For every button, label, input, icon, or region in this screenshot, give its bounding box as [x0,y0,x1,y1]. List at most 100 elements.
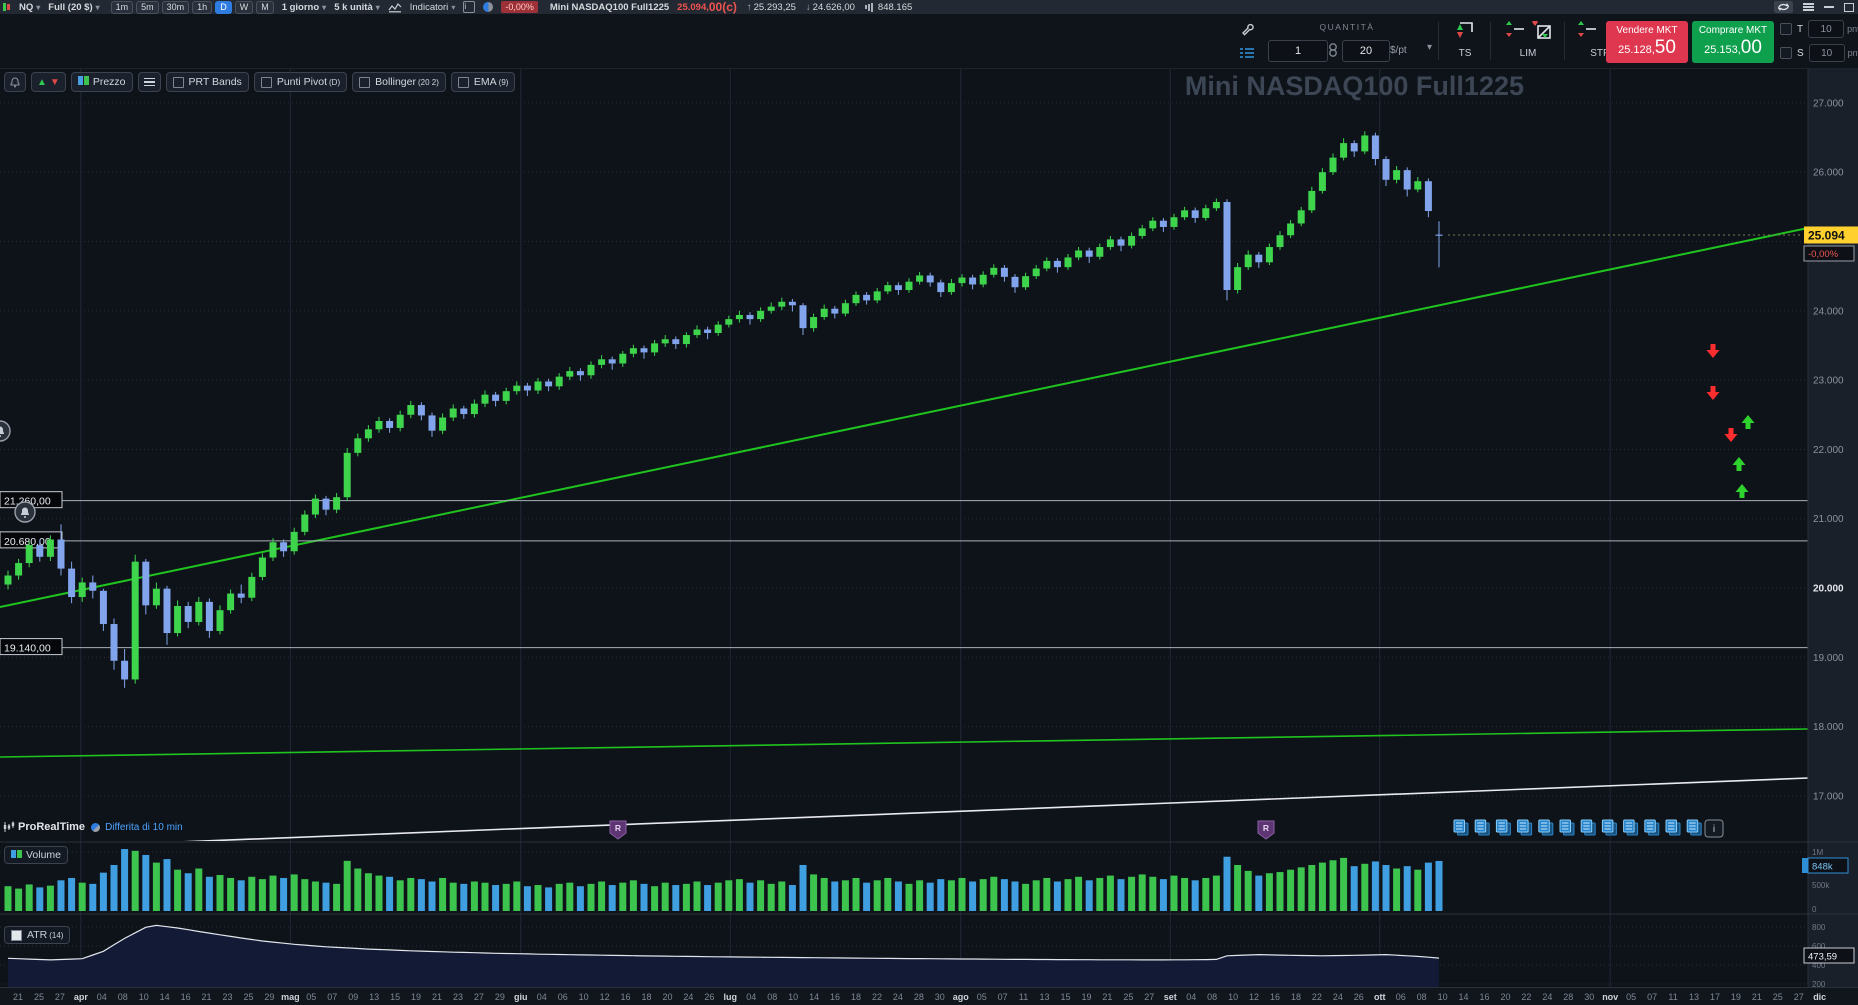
tf-5m[interactable]: 5m [136,0,159,14]
svg-text:29: 29 [495,992,505,1002]
day-high: 25.293,25 [753,1,796,13]
svg-text:12: 12 [1249,992,1259,1002]
units-selector[interactable]: 5 k unità ▾ [334,1,380,13]
svg-text:ott: ott [1374,992,1386,1002]
svg-text:28: 28 [1563,992,1573,1002]
arrow-down-icon[interactable]: ▼ [49,76,60,88]
pivot-points-toggle[interactable]: Punti Pivot (D) [253,72,348,92]
info-icon[interactable]: i [463,1,476,13]
prt-bands-toggle[interactable]: PRT Bands [165,72,249,92]
svg-text:18: 18 [851,992,861,1002]
order-panel: QUANTITÀ $/pt ▾ TS LIM [0,14,1858,69]
svg-text:05: 05 [977,992,987,1002]
svg-text:23: 23 [453,992,463,1002]
minimize-icon[interactable] [1824,6,1834,8]
order-list-icon[interactable] [1240,46,1254,100]
svg-text:i: i [1713,824,1715,835]
alarm-bell-button[interactable] [4,72,26,92]
quantity-input[interactable] [1268,40,1328,62]
svg-text:15: 15 [390,992,400,1002]
chart-settings-icon[interactable] [388,2,402,13]
atr-pane-button[interactable]: ATR (14) [4,926,71,944]
svg-text:18.000: 18.000 [1813,722,1844,733]
ema-toggle[interactable]: EMA (9) [450,72,516,92]
svg-text:set: set [1164,992,1177,1002]
svg-text:24: 24 [893,992,903,1002]
svg-text:14: 14 [160,992,170,1002]
market-globe-icon[interactable] [483,2,494,12]
svg-text:07: 07 [1647,992,1657,1002]
bollinger-checkbox[interactable] [359,76,371,88]
tf-1m[interactable]: 1m [110,0,134,14]
proreal-attribution: ProRealTime Differita di 10 min [3,821,183,833]
svg-text:25: 25 [243,992,253,1002]
per-point-input[interactable] [1342,40,1390,62]
svg-text:27: 27 [474,992,484,1002]
pivot-checkbox[interactable] [260,76,272,88]
svg-text:500k: 500k [1812,881,1830,890]
order-settings-icon[interactable] [1240,22,1254,76]
svg-text:11: 11 [1019,992,1028,1002]
svg-text:mag: mag [281,992,300,1002]
svg-text:-0,00%: -0,00% [1808,249,1839,260]
price-up-down-buttons[interactable]: ▲ ▼ [31,72,66,92]
brand-name[interactable]: ProRealTime [18,821,86,833]
target-checkbox[interactable] [1780,23,1792,35]
sync-icon[interactable] [1774,1,1793,13]
symbol-selector[interactable]: NQ ▾ [19,1,41,13]
svg-text:04: 04 [746,992,756,1002]
stop-points-input[interactable] [1808,44,1845,62]
target-label: T [1797,23,1804,35]
svg-text:10: 10 [788,992,798,1002]
tf-1h[interactable]: 1h [192,0,213,14]
svg-text:07: 07 [998,992,1008,1002]
period-selector[interactable]: 1 giorno ▾ [281,1,327,13]
target-unit: pnt/ctr [1847,24,1858,34]
lim-mode[interactable]: LIM [1500,20,1556,59]
buy-market-button[interactable]: Comprare MKT 25.153,00 [1692,21,1774,63]
indicators-menu[interactable]: Indicatori ▾ [409,1,456,13]
chart-watermark: Mini NASDAQ100 Full1225 [1184,71,1524,101]
svg-text:20.680,00: 20.680,00 [4,536,51,548]
account-selector[interactable]: Full (20 $) ▾ [48,1,100,13]
chevron-down-icon: ▾ [375,2,380,12]
svg-text:25: 25 [34,992,44,1002]
stop-unit: pnt/ctr [1847,48,1858,58]
svg-text:09: 09 [348,992,358,1002]
daily-change-badge: -0,00% [501,1,538,13]
svg-text:11: 11 [1668,992,1677,1002]
ts-icon [1457,22,1473,38]
stop-checkbox[interactable] [1780,47,1792,59]
menu-icon[interactable] [1803,2,1814,13]
app-icon [3,3,11,11]
target-points-input[interactable] [1808,20,1845,38]
tf-30m[interactable]: 30m [161,0,190,14]
svg-text:22: 22 [1312,992,1322,1002]
atr-checkbox[interactable] [11,929,22,941]
svg-text:21: 21 [1752,992,1762,1002]
svg-text:10: 10 [139,992,149,1002]
prt-bands-checkbox[interactable] [172,76,184,88]
arrow-up-icon[interactable]: ▲ [37,76,47,88]
ema-checkbox[interactable] [457,76,469,88]
svg-text:08: 08 [118,992,128,1002]
svg-text:10: 10 [1228,992,1238,1002]
volume-pane-button[interactable]: Volume [4,846,69,864]
object-list-button[interactable] [137,72,161,92]
svg-text:30: 30 [1584,992,1594,1002]
order-expand-chevron[interactable]: ▾ [1427,42,1433,53]
svg-text:13: 13 [1040,992,1050,1002]
svg-text:473,59: 473,59 [1808,952,1837,963]
sell-market-button[interactable]: Vendere MKT 25.128,50 [1606,21,1688,63]
restore-icon[interactable] [1844,2,1854,12]
ts-mode[interactable]: TS [1448,20,1482,59]
price-style-button[interactable]: Prezzo [70,72,133,92]
tf-daily-selected[interactable]: D [215,0,232,14]
tf-weekly[interactable]: W [234,0,254,14]
svg-text:giu: giu [514,992,528,1002]
svg-text:24.000: 24.000 [1813,306,1844,317]
svg-text:20: 20 [1500,992,1510,1002]
bollinger-toggle[interactable]: Bollinger (20 2) [352,72,446,92]
tf-monthly[interactable]: M [256,0,274,14]
